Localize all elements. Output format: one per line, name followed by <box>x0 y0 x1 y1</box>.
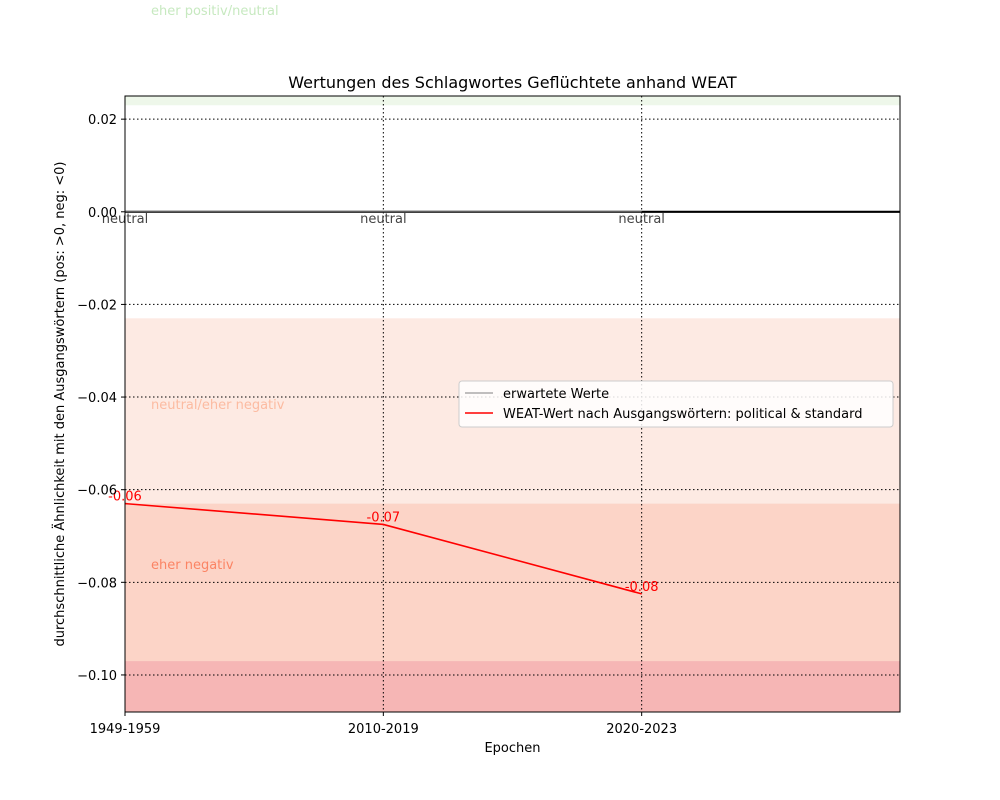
expected-label-2: neutral <box>618 212 665 227</box>
legend-entry-expected: erwartete Werte <box>503 387 609 402</box>
band-rect-3 <box>125 661 900 712</box>
legend-entry-weat: WEAT-Wert nach Ausgangswörtern: politica… <box>503 407 862 422</box>
y-tick-label-6: −0.10 <box>77 669 117 684</box>
x-tick-label-2: 2020-2023 <box>606 722 677 737</box>
legend-box <box>458 380 894 428</box>
chart-title: Wertungen des Schlagwortes Geflüchtete a… <box>288 73 737 92</box>
y-tick-label-4: −0.06 <box>77 484 117 499</box>
y-tick-label-5: −0.08 <box>77 576 117 591</box>
y-tick-label-0: 0.02 <box>88 113 117 128</box>
tick-labels: 0.02 0.00 −0.02 −0.04 −0.06 −0.08 −0.10 1949-19… <box>77 113 677 737</box>
y-tick-label-3: −0.04 <box>77 391 117 406</box>
y-tick-label-2: −0.02 <box>77 298 117 313</box>
x-tick-label-0: 1949-1959 <box>90 722 161 737</box>
band-label-0: eher positiv/neutral <box>151 4 279 19</box>
expected-label-1: neutral <box>360 212 407 227</box>
axes-frame <box>124 95 901 713</box>
plot-frame <box>124 95 901 713</box>
weat-label-2: -0.08 <box>625 580 659 595</box>
band-rect-0 <box>125 96 900 106</box>
band-label-2: eher negativ <box>151 558 234 573</box>
legend: erwartete Werte WEAT-Wert nach Ausgangsw… <box>458 380 894 428</box>
series-lines <box>124 211 642 595</box>
rating-bands: eher positiv/neutral neutral/eher negativ… <box>125 4 900 712</box>
series-line-1 <box>124 502 642 595</box>
band-label-1: neutral/eher negativ <box>151 398 285 413</box>
weat-label-1: -0.07 <box>367 510 401 525</box>
x-axis-label: Epochen <box>484 741 540 756</box>
x-tick-label-1: 2010-2019 <box>348 722 419 737</box>
y-axis-label: durchschnittliche Ähnlichkeit mit den Au… <box>52 161 68 646</box>
y-tick-label-1: 0.00 <box>88 206 117 221</box>
